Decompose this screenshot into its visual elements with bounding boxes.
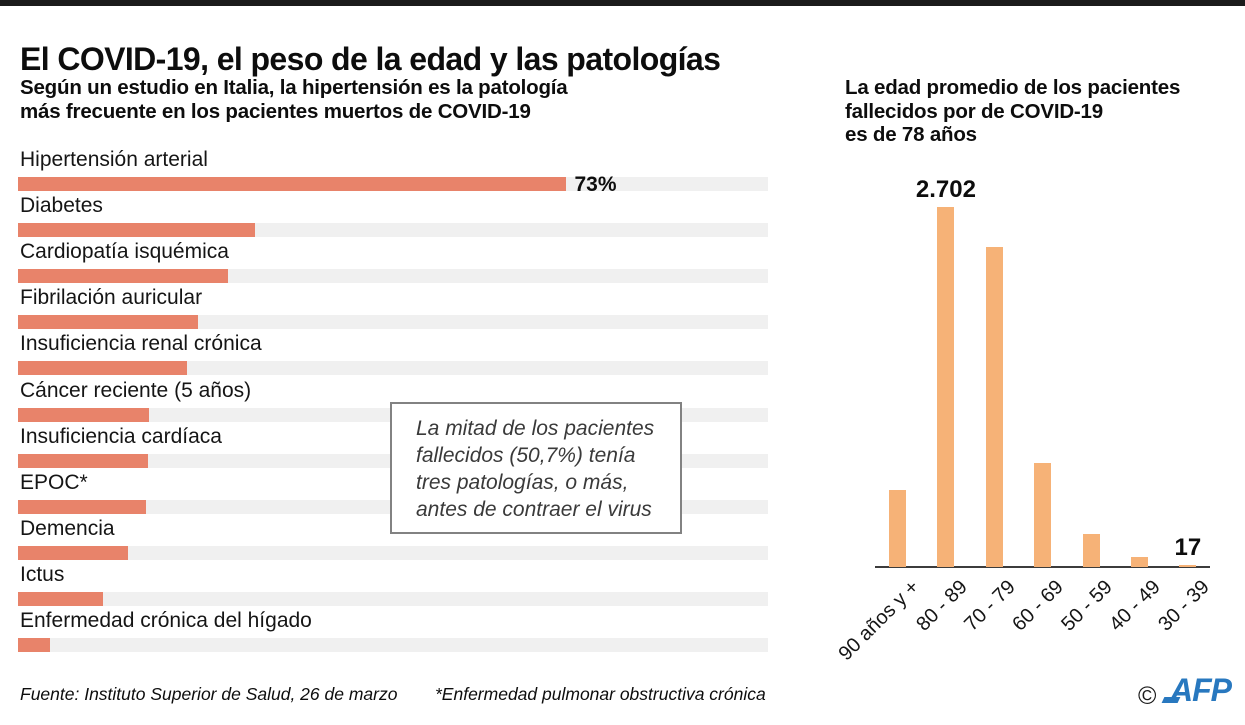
bar-4	[18, 315, 198, 330]
subtitle-right-line: es de 78 años	[845, 123, 977, 146]
subtitle-left-line: Según un estudio en Italia, la hipertens…	[20, 76, 568, 99]
note-line: tres patologías, o más,	[416, 471, 629, 494]
bar-10	[18, 591, 103, 606]
category-label: Insuficiencia renal crónica	[20, 332, 262, 356]
category-label: Cáncer reciente (5 años)	[20, 378, 252, 402]
bar-track	[18, 591, 768, 606]
bar-1	[889, 490, 906, 567]
x-tick-label: 70 - 79	[960, 576, 1020, 636]
bar-5	[18, 361, 187, 376]
bar-9	[18, 545, 129, 560]
bar-11	[18, 638, 51, 652]
subtitle-right-line: La edad promedio de los pacientes	[845, 76, 1181, 99]
note-line: fallecidos (50,7%) tenía	[416, 444, 636, 467]
bar-2	[937, 207, 955, 567]
page-title: El COVID-19, el peso de la edad y las pa…	[20, 41, 721, 78]
bar-7	[18, 453, 148, 468]
category-label: Ictus	[20, 562, 65, 586]
bar-7	[1179, 564, 1197, 567]
category-label: Fibrilación auricular	[20, 286, 203, 310]
bar-2	[18, 223, 255, 238]
bar-5	[1082, 534, 1100, 567]
subtitle-right: La edad promedio de los pacientes fallec…	[845, 76, 1180, 147]
bar-4	[1034, 463, 1052, 567]
category-label: Insuficiencia cardíaca	[20, 424, 222, 448]
bar-track	[18, 361, 768, 376]
bar-6	[1131, 557, 1148, 567]
bar-3	[18, 269, 228, 284]
x-tick-label: 30 - 39	[1153, 576, 1214, 636]
top-border-bar	[0, 0, 1245, 6]
x-tick-label: 80 - 89	[911, 576, 972, 636]
subtitle-right-line: fallecidos por de COVID-19	[845, 99, 1103, 123]
bar-8	[18, 499, 146, 514]
value-label: 73%	[574, 173, 617, 196]
subtitle-left-line: más frecuente en los pacientes muertos d…	[20, 99, 531, 123]
category-label: Diabetes	[20, 194, 103, 218]
value-label: 17	[1174, 533, 1202, 561]
note-line: antes de contraer el virus	[416, 498, 652, 521]
note-line: La mitad de los pacientes	[416, 417, 655, 440]
x-tick-label: 50 - 59	[1057, 576, 1117, 636]
x-tick-label: 40 - 49	[1105, 576, 1166, 636]
category-label: Cardiopatía isquémica	[20, 240, 229, 264]
afp-logo-crossbar	[1161, 697, 1181, 703]
bar-track	[18, 315, 768, 330]
bar-6	[18, 407, 150, 422]
category-label: Demencia	[20, 516, 115, 540]
bar-3	[985, 246, 1003, 567]
bar-track	[18, 545, 768, 560]
value-label: 2.702	[915, 176, 976, 203]
note-box: La mitad de los pacientes fallecidos (50…	[390, 402, 682, 534]
subtitle-left: Según un estudio en Italia, la hipertens…	[20, 76, 568, 123]
bar-1	[18, 177, 566, 191]
category-label: Enfermedad crónica del hígado	[20, 609, 312, 632]
footnote-text: *Enfermedad pulmonar obstructiva crónica	[435, 684, 766, 704]
source-text: Fuente: Instituto Superior de Salud, 26 …	[20, 684, 398, 704]
bar-track	[18, 638, 768, 652]
x-tick-label: 90 años y +	[833, 576, 924, 666]
x-tick-label: 60 - 69	[1008, 576, 1069, 636]
copyright-icon: ©	[1138, 682, 1157, 710]
afp-logo: AFP	[1170, 672, 1232, 708]
category-label: Hipertensión arterial	[20, 148, 208, 171]
x-axis-line	[875, 566, 1210, 568]
category-label: EPOC*	[20, 470, 88, 494]
